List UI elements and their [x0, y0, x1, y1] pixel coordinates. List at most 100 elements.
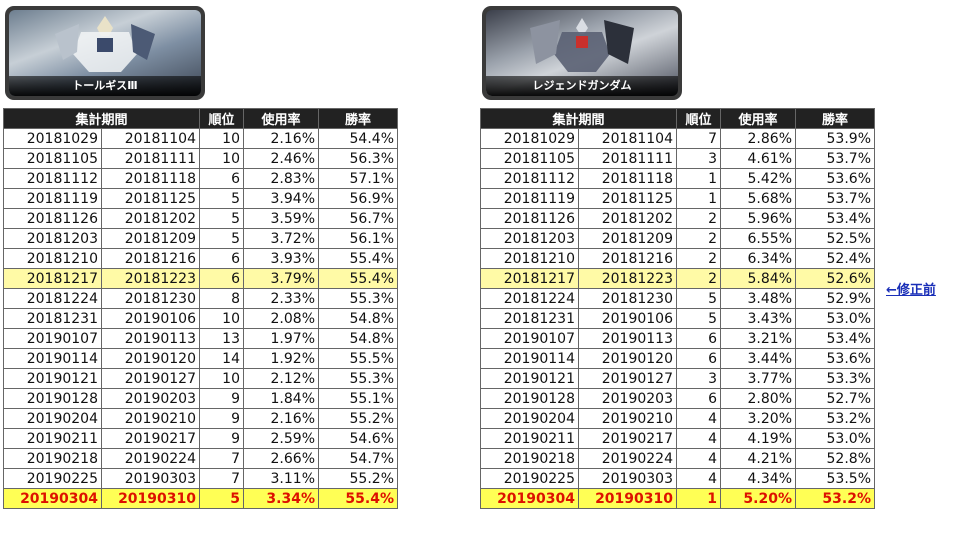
table-row: 20181231 20190106 10 2.08% 54.8% [3, 308, 398, 329]
period-start-cell: 20181203 [480, 228, 579, 249]
table-row: 20181112 20181118 6 2.83% 57.1% [3, 168, 398, 189]
header-usage: 使用率 [720, 108, 796, 129]
table-row: 20190128 20190203 6 2.80% 52.7% [480, 388, 875, 409]
usage-rate-cell: 4.19% [720, 428, 796, 449]
period-end-cell: 20181223 [578, 268, 677, 289]
rank-cell: 10 [199, 308, 244, 329]
table-row: 20181029 20181104 7 2.86% 53.9% [480, 128, 875, 149]
period-end-cell: 20181125 [101, 188, 200, 209]
rank-cell: 14 [199, 348, 244, 369]
table-row: 20181217 20181223 6 3.79% 55.4% [3, 268, 398, 289]
header-winrate: 勝率 [795, 108, 875, 129]
usage-rate-cell: 2.16% [243, 408, 319, 429]
unit-panel-left: トールギスⅢ 集計期間 順位 使用率 勝率 20181029 20181104 10… [3, 6, 398, 509]
period-end-cell: 20190203 [578, 388, 677, 409]
table-row: 20181119 20181125 1 5.68% 53.7% [480, 188, 875, 209]
table-row: 20190225 20190303 7 3.11% 55.2% [3, 468, 398, 489]
win-rate-cell: 54.4% [318, 128, 398, 149]
correction-note-link[interactable]: ←修正前 [886, 283, 936, 298]
period-start-cell: 20190107 [3, 328, 102, 349]
rank-cell: 2 [676, 228, 721, 249]
period-start-cell: 20181029 [480, 128, 579, 149]
win-rate-cell: 56.3% [318, 148, 398, 169]
rank-cell: 10 [199, 148, 244, 169]
period-start-cell: 20190218 [3, 448, 102, 469]
unit-image: レジェンドガンダム [486, 10, 678, 96]
period-end-cell: 20190310 [101, 488, 200, 509]
win-rate-cell: 53.9% [795, 128, 875, 149]
rank-cell: 4 [676, 428, 721, 449]
usage-rate-cell: 4.34% [720, 468, 796, 489]
period-start-cell: 20181224 [3, 288, 102, 309]
usage-rate-cell: 3.93% [243, 248, 319, 269]
period-end-cell: 20190120 [101, 348, 200, 369]
rank-cell: 7 [676, 128, 721, 149]
usage-rate-cell: 3.43% [720, 308, 796, 329]
table-row: 20181224 20181230 5 3.48% 52.9% [480, 288, 875, 309]
win-rate-cell: 56.9% [318, 188, 398, 209]
table-row: 20181203 20181209 5 3.72% 56.1% [3, 228, 398, 249]
win-rate-cell: 55.2% [318, 408, 398, 429]
win-rate-cell: 52.4% [795, 248, 875, 269]
win-rate-cell: 53.4% [795, 208, 875, 229]
usage-rate-cell: 2.33% [243, 288, 319, 309]
period-start-cell: 20190211 [480, 428, 579, 449]
header-period: 集計期間 [480, 108, 677, 129]
period-end-cell: 20181111 [101, 148, 200, 169]
rank-cell: 1 [676, 168, 721, 189]
usage-rate-cell: 3.44% [720, 348, 796, 369]
usage-rate-cell: 2.80% [720, 388, 796, 409]
period-end-cell: 20190127 [101, 368, 200, 389]
period-start-cell: 20181210 [480, 248, 579, 269]
rank-cell: 5 [199, 228, 244, 249]
usage-rate-cell: 3.48% [720, 288, 796, 309]
period-start-cell: 20190128 [480, 388, 579, 409]
period-start-cell: 20181210 [3, 248, 102, 269]
rank-cell: 4 [676, 448, 721, 469]
usage-rate-cell: 4.21% [720, 448, 796, 469]
period-end-cell: 20190224 [101, 448, 200, 469]
table-row: 20190218 20190224 4 4.21% 52.8% [480, 448, 875, 469]
rank-cell: 6 [199, 248, 244, 269]
win-rate-cell: 57.1% [318, 168, 398, 189]
usage-rate-cell: 5.96% [720, 208, 796, 229]
win-rate-cell: 53.2% [795, 488, 875, 509]
usage-rate-cell: 3.79% [243, 268, 319, 289]
rank-cell: 6 [199, 268, 244, 289]
period-end-cell: 20181209 [101, 228, 200, 249]
period-end-cell: 20190120 [578, 348, 677, 369]
period-start-cell: 20190211 [3, 428, 102, 449]
win-rate-cell: 53.6% [795, 348, 875, 369]
table-row: 20181210 20181216 2 6.34% 52.4% [480, 248, 875, 269]
period-start-cell: 20181231 [480, 308, 579, 329]
usage-rate-cell: 3.77% [720, 368, 796, 389]
usage-rate-cell: 4.61% [720, 148, 796, 169]
period-start-cell: 20181119 [3, 188, 102, 209]
rank-cell: 13 [199, 328, 244, 349]
period-end-cell: 20181216 [578, 248, 677, 269]
period-start-cell: 20190107 [480, 328, 579, 349]
usage-rate-cell: 2.12% [243, 368, 319, 389]
win-rate-cell: 55.4% [318, 248, 398, 269]
win-rate-cell: 55.1% [318, 388, 398, 409]
period-end-cell: 20190106 [101, 308, 200, 329]
table-row: 20190211 20190217 9 2.59% 54.6% [3, 428, 398, 449]
table-row: 20190107 20190113 6 3.21% 53.4% [480, 328, 875, 349]
rank-cell: 10 [199, 368, 244, 389]
usage-rate-cell: 6.34% [720, 248, 796, 269]
period-end-cell: 20190203 [101, 388, 200, 409]
win-rate-cell: 53.3% [795, 368, 875, 389]
win-rate-cell: 54.6% [318, 428, 398, 449]
rank-cell: 6 [676, 388, 721, 409]
header-rank: 順位 [676, 108, 721, 129]
win-rate-cell: 53.0% [795, 308, 875, 329]
period-end-cell: 20181118 [101, 168, 200, 189]
period-start-cell: 20190225 [480, 468, 579, 489]
period-start-cell: 20181126 [3, 208, 102, 229]
period-end-cell: 20190303 [101, 468, 200, 489]
rank-cell: 2 [676, 208, 721, 229]
header-winrate: 勝率 [318, 108, 398, 129]
win-rate-cell: 52.7% [795, 388, 875, 409]
win-rate-cell: 52.9% [795, 288, 875, 309]
header-period: 集計期間 [3, 108, 200, 129]
